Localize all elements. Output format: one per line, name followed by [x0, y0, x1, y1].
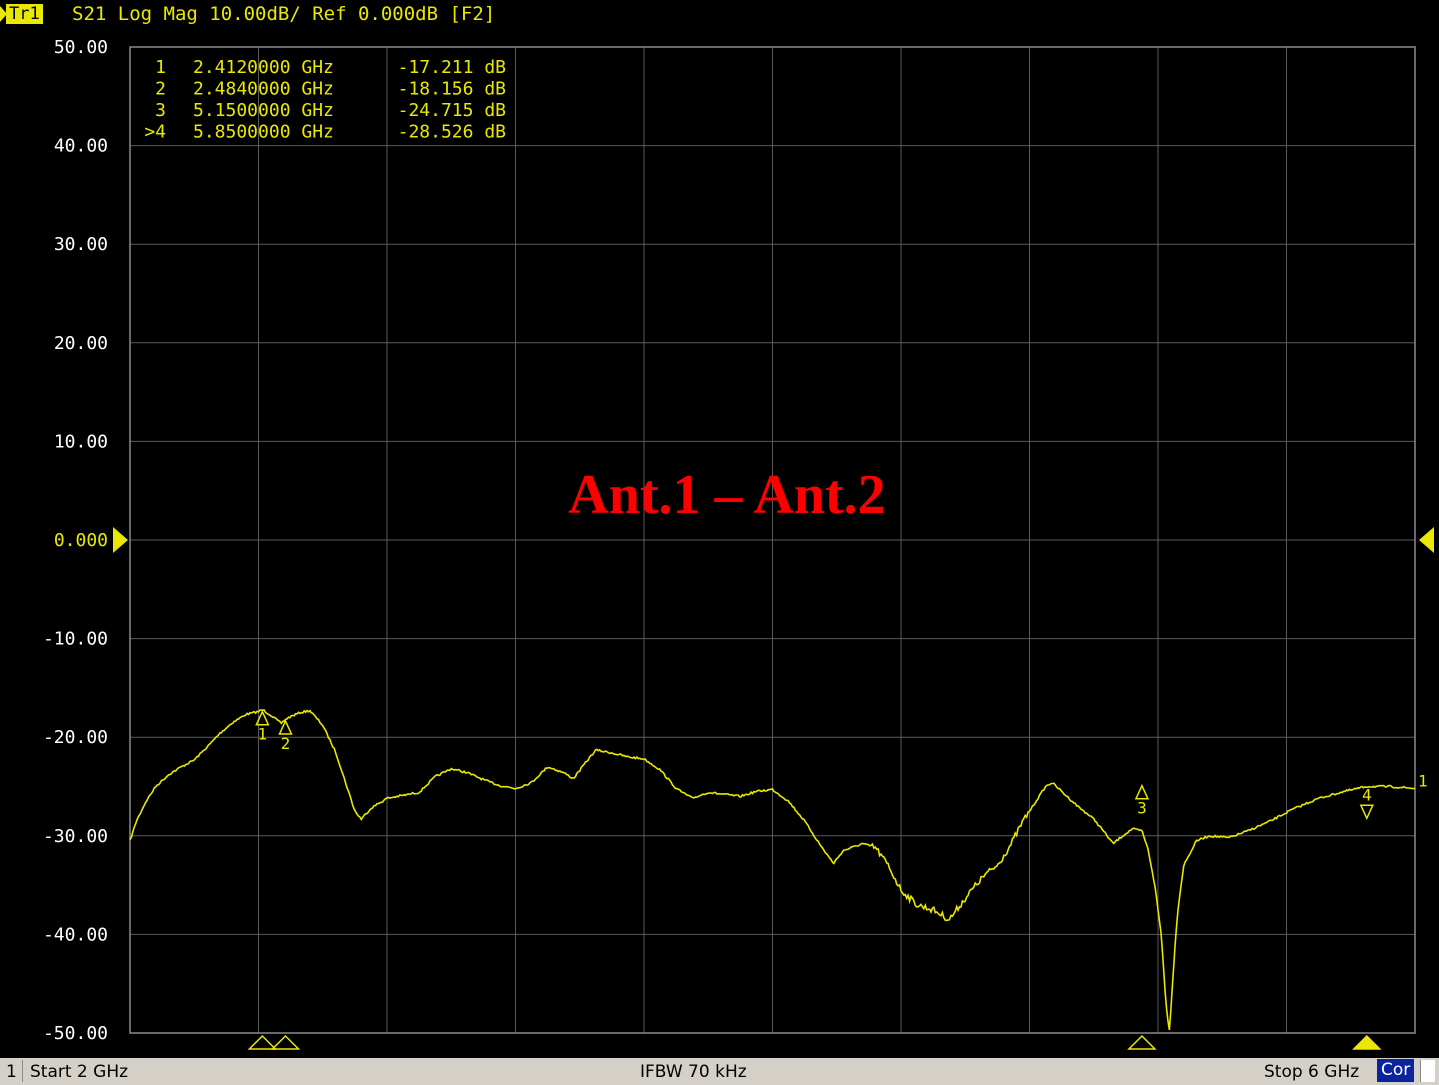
y-tick-label: 0.000	[54, 530, 108, 551]
start-frequency[interactable]: Start 2 GHz	[30, 1062, 129, 1082]
marker-table-freq: 5.8500000 GHz	[193, 122, 334, 143]
marker-table-freq: 2.4840000 GHz	[193, 79, 334, 100]
trace-header-bar: Tr1 S21 Log Mag 10.00dB/ Ref 0.000dB [F2…	[0, 0, 1439, 28]
marker-label: 4	[1362, 785, 1372, 804]
marker-triangle-icon	[278, 719, 293, 735]
status-indicator	[1420, 1060, 1435, 1082]
marker-triangle-icon	[1359, 804, 1374, 821]
y-tick-label: 20.00	[54, 333, 108, 354]
stop-frequency[interactable]: Stop 6 GHz	[1264, 1062, 1360, 1082]
trace-header-text[interactable]: S21 Log Mag 10.00dB/ Ref 0.000dB [F2]	[72, 3, 496, 25]
channel-number[interactable]: 1	[6, 1062, 17, 1082]
reference-left-arrow-icon	[113, 527, 128, 553]
marker-3: 3	[1127, 783, 1157, 1050]
y-tick-label: 10.00	[54, 431, 108, 452]
marker-table-id: 1	[155, 57, 166, 78]
reference-right-arrow-icon	[1419, 527, 1434, 553]
y-tick-label: 30.00	[54, 234, 108, 255]
y-tick-label: -40.00	[43, 924, 108, 945]
marker-label: 3	[1137, 799, 1147, 818]
marker-table-value: -28.526 dB	[398, 122, 506, 143]
correction-badge[interactable]: Cor	[1377, 1059, 1415, 1082]
marker-table-value: -24.715 dB	[398, 100, 506, 121]
y-tick-label: -20.00	[43, 727, 108, 748]
trace-tag[interactable]: Tr1	[6, 4, 43, 24]
y-tick-label: 40.00	[54, 136, 108, 157]
marker-table-id: 2	[155, 79, 166, 100]
marker-1: 1	[247, 709, 278, 1050]
y-tick-label: -50.00	[43, 1023, 108, 1044]
status-divider	[22, 1060, 23, 1082]
marker-table-freq: 5.1500000 GHz	[193, 100, 334, 121]
ifbw-value[interactable]: IFBW 70 kHz	[640, 1062, 747, 1082]
marker-stimulus-icon	[247, 1034, 278, 1050]
marker-stimulus-icon	[1352, 1034, 1382, 1050]
y-tick-label: -10.00	[43, 629, 108, 650]
chart-plot: 50.00 40.00 30.00 20.00 10.00 0.000 -10.00 -20.…	[43, 37, 1434, 1050]
marker-table-id: >4	[144, 122, 166, 143]
active-trace-arrow-icon	[0, 6, 7, 22]
marker-triangle-icon	[1134, 783, 1150, 800]
status-bar: 1 Start 2 GHz IFBW 70 kHz Stop 6 GHz Cor	[0, 1058, 1439, 1085]
marker-triangle-icon	[255, 709, 270, 726]
marker-table-value: -17.211 dB	[398, 57, 506, 78]
marker-4: 4	[1352, 785, 1382, 1050]
marker-stimulus-icon	[270, 1034, 301, 1050]
marker-stimulus-icon	[1127, 1034, 1157, 1050]
marker-2: 2	[270, 719, 301, 1050]
trace-s21-line	[129, 709, 1416, 1031]
marker-label: 2	[281, 734, 291, 753]
marker-table-id: 3	[155, 100, 166, 121]
marker-table-freq: 2.4120000 GHz	[193, 57, 334, 78]
trace-end-label: 1	[1418, 771, 1428, 790]
marker-table-value: -18.156 dB	[398, 79, 506, 100]
plot-frame	[129, 46, 1416, 1034]
marker-label: 1	[258, 725, 268, 744]
overlay-label: Ant.1 – Ant.2	[568, 464, 885, 526]
y-tick-label: 50.00	[54, 37, 108, 58]
y-tick-label: -30.00	[43, 826, 108, 847]
